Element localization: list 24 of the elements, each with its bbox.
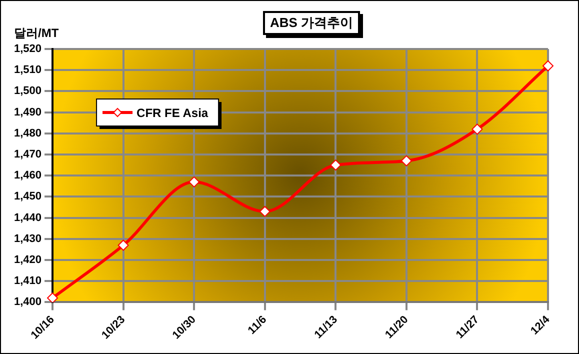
y-tick-label: 1,520 xyxy=(14,43,42,56)
y-tick-label: 1,420 xyxy=(14,254,42,266)
y-tick-label: 1,470 xyxy=(14,148,42,161)
y-tick-label: 1,440 xyxy=(14,212,42,224)
point xyxy=(472,124,483,135)
y-tick-label: 1,510 xyxy=(14,64,42,76)
y-tick-label: 1,400 xyxy=(14,296,42,308)
y-tick-label: 1,450 xyxy=(14,190,42,203)
y-tick-label: 1,460 xyxy=(14,170,42,182)
point xyxy=(47,292,58,302)
point xyxy=(188,176,200,188)
y-axis-title: 달러/MT xyxy=(14,25,59,42)
y-tick-label: 1,480 xyxy=(14,127,42,140)
y-tick-label: 1,430 xyxy=(14,232,42,245)
y-tick-label: 1,500 xyxy=(14,85,42,98)
chart-title: ABS 가격추이 xyxy=(263,11,360,35)
y-tick-label: 1,490 xyxy=(14,106,42,118)
legend-label: CFR FE Asia xyxy=(136,106,208,120)
point xyxy=(118,240,129,251)
y-tick-label: 1,410 xyxy=(14,275,42,288)
point xyxy=(259,206,270,217)
point xyxy=(330,160,342,171)
point xyxy=(542,60,554,72)
point xyxy=(400,155,412,166)
